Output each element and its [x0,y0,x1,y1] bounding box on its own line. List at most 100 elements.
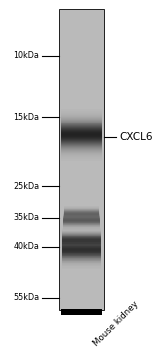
Bar [61,127,102,128]
Bar [62,249,101,250]
Bar [62,234,101,235]
Bar [62,228,101,229]
Bar [61,145,102,146]
Bar [61,154,102,155]
Bar [61,116,102,117]
Bar [62,251,101,252]
Bar [61,110,102,111]
Bar [62,250,101,251]
Bar [62,245,101,246]
Bar [61,135,102,136]
Bar [59,9,104,310]
Text: 25kDa: 25kDa [13,182,39,191]
Bar [63,212,100,213]
Bar [61,138,102,139]
Bar [62,241,101,242]
Bar [63,224,100,225]
Text: 10kDa: 10kDa [13,51,39,61]
Bar [63,214,100,215]
Bar [62,242,101,243]
Bar [62,235,101,236]
Bar [61,153,102,154]
Bar [62,232,101,233]
Bar [62,247,101,248]
Bar [62,231,101,232]
Bar [62,229,101,230]
Bar [63,211,100,212]
Bar [62,248,101,249]
Bar [62,240,101,241]
Bar [62,266,101,267]
Bar [63,220,100,221]
Bar [62,259,101,260]
Bar [61,158,102,159]
Bar [63,228,100,229]
Bar [61,147,102,148]
Bar [62,243,101,244]
Bar [63,217,100,218]
Bar [62,256,101,257]
Bar [62,257,101,258]
Bar [61,148,102,149]
Bar [61,146,102,147]
Bar [61,118,102,119]
Bar [63,229,100,230]
Bar [61,111,102,112]
Bar [63,226,100,227]
Bar [63,225,100,226]
Bar [62,234,101,235]
Bar [61,124,102,125]
Bar [61,309,102,315]
Bar [62,248,101,249]
Bar [61,140,102,141]
Bar [61,150,102,151]
Bar [62,253,101,254]
Bar [62,239,101,240]
Bar [61,131,102,132]
Bar [61,126,102,127]
Bar [63,213,100,214]
Bar [62,262,101,263]
Bar [62,242,101,243]
Bar [63,219,100,220]
Bar [62,244,101,245]
Bar [62,251,101,252]
Bar [62,260,101,261]
Bar [62,238,101,239]
Bar [62,264,101,265]
Bar [61,151,102,152]
Bar [61,112,102,113]
Bar [61,128,102,130]
Bar [61,125,102,126]
Bar [63,215,100,216]
Bar [62,246,101,247]
Bar [62,246,101,247]
Bar [61,137,102,138]
Bar [63,218,100,219]
Bar [62,232,101,233]
Bar [62,240,101,241]
Bar [63,210,100,211]
Bar [61,157,102,158]
Bar [62,238,101,239]
Bar [62,237,101,238]
Bar [61,130,102,131]
Bar [62,233,101,234]
Bar [61,152,102,153]
Bar [61,120,102,121]
Bar [62,233,101,234]
Bar [61,143,102,144]
Bar [61,134,102,135]
Text: 35kDa: 35kDa [13,213,39,222]
Bar [62,245,101,246]
Bar [62,263,101,264]
Bar [62,230,101,231]
Bar [63,227,100,228]
Bar [62,231,101,232]
Bar [63,223,100,224]
Bar [62,243,101,244]
Bar [61,159,102,160]
Bar [62,268,101,269]
Bar [62,267,101,268]
Bar [61,119,102,120]
